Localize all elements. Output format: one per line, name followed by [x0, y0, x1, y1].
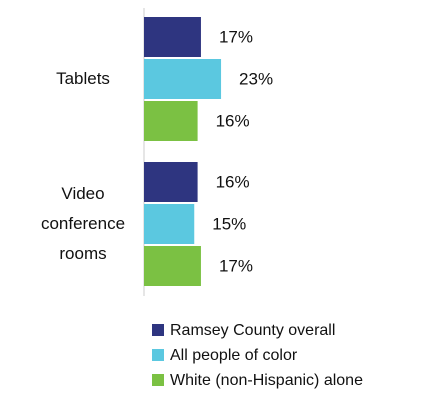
bar	[144, 17, 201, 57]
value-label: 16%	[216, 172, 250, 191]
value-label: 23%	[239, 69, 273, 88]
category-label: Video conference rooms	[40, 184, 126, 263]
category-label: Tablets	[56, 69, 110, 88]
value-label: 16%	[216, 111, 250, 130]
value-label: 15%	[212, 214, 246, 233]
bar	[144, 101, 198, 141]
legend-label: White (non-Hispanic) alone	[170, 372, 363, 389]
bar	[144, 162, 198, 202]
legend-swatch	[152, 374, 164, 386]
bar	[144, 246, 201, 286]
legend-swatch	[152, 349, 164, 361]
legend-label: All people of color	[170, 347, 298, 364]
legend-swatch	[152, 324, 164, 336]
value-label: 17%	[219, 27, 253, 46]
value-label: 17%	[219, 256, 253, 275]
bar	[144, 59, 222, 99]
legend-label: Ramsey County overall	[170, 322, 335, 339]
bar	[144, 204, 195, 244]
